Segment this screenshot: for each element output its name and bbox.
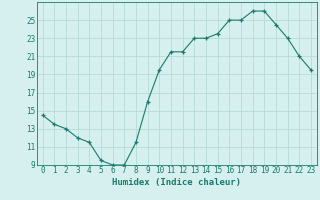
X-axis label: Humidex (Indice chaleur): Humidex (Indice chaleur) (112, 178, 241, 187)
